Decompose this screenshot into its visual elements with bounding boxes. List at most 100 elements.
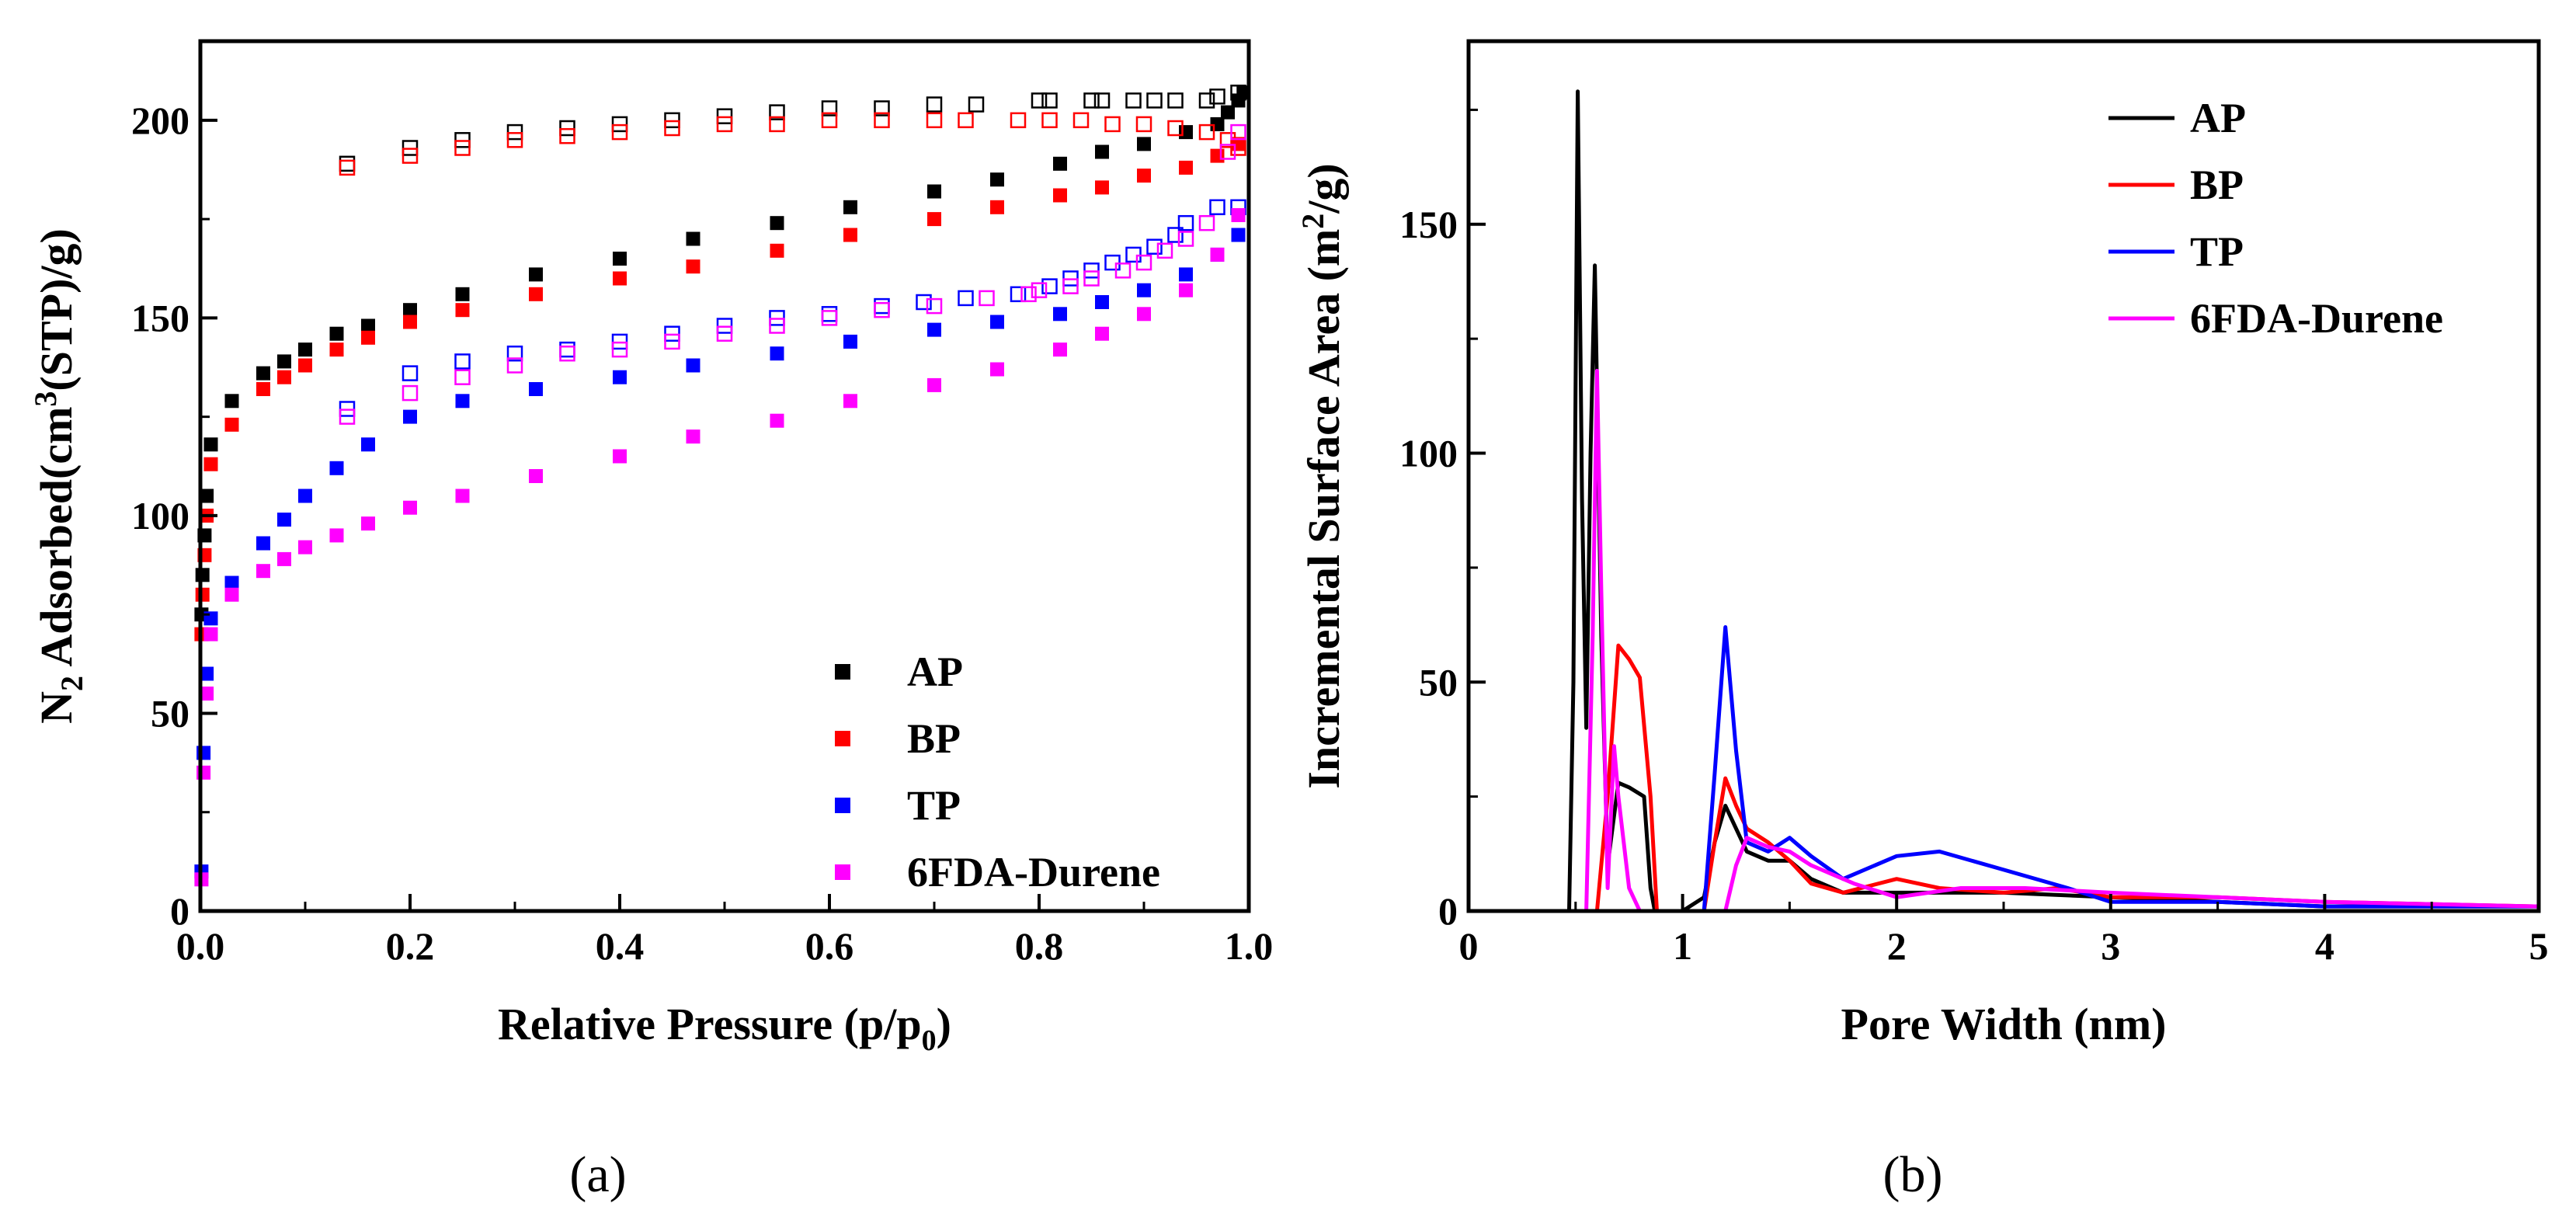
panel-a-y-tick-label: 50 [151,691,189,735]
panel-a-6fda-durene-desorption-point [611,341,628,358]
panel-a-ap-adsorption-point [1095,144,1109,159]
panel-a-ap-adsorption-point [256,366,270,381]
panel-a-ap-adsorption-point [686,231,700,246]
panel-a-6fda-durene-adsorption-point [1179,283,1193,297]
panel-a-ap-adsorption-point [298,343,312,357]
panel-a-6fda-durene-adsorption-point [686,429,700,444]
panel-a-ap-adsorption-point [1053,156,1067,171]
panel-a-6fda-durene-adsorption-point [203,627,218,642]
panel-a-tp-adsorption-point [224,575,239,590]
panel-a-tp-adsorption-point [1095,295,1109,309]
panel-a-6fda-durene-adsorption-point [613,449,627,464]
panel-a-bp-adsorption-point [990,200,1004,214]
panel-a-ap-adsorption-point [329,326,344,341]
panel-a-tp-adsorption-point [1179,267,1193,282]
panel-a-bp-adsorption-point [298,358,312,373]
panel-a-6fda-durene-adsorption-point [329,528,344,543]
panel-a-x-axis-subscript: 0 [922,1024,937,1057]
panel-a-6fda-durene-adsorption-point [403,500,417,515]
panel-a-tp-adsorption-point [361,437,375,452]
panel-b-y-tick-label: 150 [1399,203,1458,246]
panel-a-6fda-durene-desorption-point [979,290,995,307]
panel-a-bp-desorption-point [1010,112,1027,129]
panel-a-series-layer [194,84,1251,887]
panel-b-legend-label: 6FDA-Durene [2190,295,2443,342]
panel-a-6fda-durene-adsorption-point [224,587,239,602]
panel-a-ap-adsorption-point [200,489,214,503]
panel-a-label: (a) [569,1146,626,1203]
panel-a-6fda-durene-desorption-point [1062,278,1079,294]
panel-a-y-tick-label: 150 [131,296,189,339]
panel-a-ap-adsorption-point [529,267,543,282]
panel-a-tp-adsorption-point [403,409,417,424]
panel-a-legend-marker-bp [835,731,850,746]
panel-a-x-tick-label: 0.4 [596,924,645,968]
panel-a-ap-desorption-point [968,96,985,113]
panel-b-y-axis-superscript: 2 [1295,214,1330,229]
panel-b-x-tick-label: 2 [1887,924,1907,968]
panel-a-bp-desorption-point [664,120,680,137]
panel-a-tp-desorption-point [559,341,575,358]
panel-a-bp-adsorption-point [1095,180,1109,195]
panel-a-6fda-durene-desorption-point [769,318,785,334]
panel-a-bp-adsorption-point [224,417,239,432]
panel-a-ap-desorption-point [821,100,838,116]
panel-a-ap-adsorption-point [927,184,941,199]
panel-a-ap-desorption-point [1167,92,1184,109]
panel-a-6fda-durene-desorption-point [926,297,943,315]
panel-a-6fda-durene-adsorption-point [256,564,270,579]
panel-a-ap-desorption-point [1083,92,1100,109]
panel-a-bp-adsorption-point [203,457,218,471]
panel-a-tp-desorption-point [1146,238,1163,255]
panel-a-y-tick-label: 0 [170,889,189,933]
panel-a-ap-desorption-point [769,104,785,120]
panel-a-bp-desorption-point [1104,116,1121,133]
panel-b-legend: AP BP TP 6FDA-Durene [2108,95,2443,342]
panel-a-legend-marker-6fda-durene [835,864,850,880]
panel-a-tp-adsorption-point [298,489,312,503]
panel-a-ap-adsorption-point [1137,137,1151,151]
panel-a-6fda-durene-desorption-point [1020,286,1037,303]
panel-a-bp-adsorption-point [1210,148,1225,163]
panel-a-ap-desorption-point [926,96,943,113]
panel-a-ap-desorption-point [1093,92,1111,109]
panel-a-bp-adsorption-point [613,271,627,286]
panel-a-6fda-durene-adsorption-point [990,362,1004,377]
panel-a-legend-label: TP [907,782,961,829]
panel-a-bp-desorption-point [716,116,733,133]
panel-a-bp-desorption-point [821,112,838,129]
panel-a-6fda-durene-adsorption-point [1231,208,1246,222]
panel-a-legend-label: 6FDA-Durene [907,849,1160,895]
panel-a-tp-desorption-point [958,290,974,307]
panel-a-tp-adsorption-point [770,346,784,361]
panel-a-tp-adsorption-point [529,382,543,396]
panel-a-y-axis-superscript: 3 [28,391,63,407]
panel-a-ap-desorption-point [874,100,890,116]
panel-b-legend-label: AP [2190,95,2246,141]
panel-b-series-layer [1567,89,2539,913]
panel-a-ap-adsorption-point [613,252,627,266]
panel-a-legend-marker-ap [835,664,850,680]
panel-a-bp-adsorption-point [1179,160,1193,175]
panel-a-tp-adsorption-point [613,370,627,384]
panel-a-6fda-durene-adsorption-point [298,540,312,555]
panel-a-bp-adsorption-point [1137,169,1151,183]
panel-a-6fda-durene-desorption-point [1177,231,1194,247]
panel-a-6fda-durene-desorption-point [1114,263,1132,279]
panel-a-bp-desorption-point [1167,120,1184,137]
panel-a-bp-adsorption-point [361,330,375,345]
panel-a-bp-adsorption-point [195,587,210,602]
panel-a-tp-desorption-point [454,353,471,370]
panel-a-6fda-durene-adsorption-point [843,394,857,409]
panel-b-y-axis-title: Incremental Surface Area (m2/g) [1295,163,1349,789]
panel-a-tp-desorption-point [1209,199,1225,216]
panel-a-ap-adsorption-point [195,568,210,582]
panel-a-bp-desorption-point [958,112,974,129]
panel-a-bp-adsorption-point [529,287,543,301]
panel-a-ap-desorption-point [1041,92,1058,109]
panel-a-6fda-durene-desorption-point [559,345,575,362]
panel-a-tp-desorption-point [916,294,932,311]
panel-a-legend-marker-tp [835,798,850,813]
panel-a-6fda-durene-desorption-point [1230,123,1246,141]
